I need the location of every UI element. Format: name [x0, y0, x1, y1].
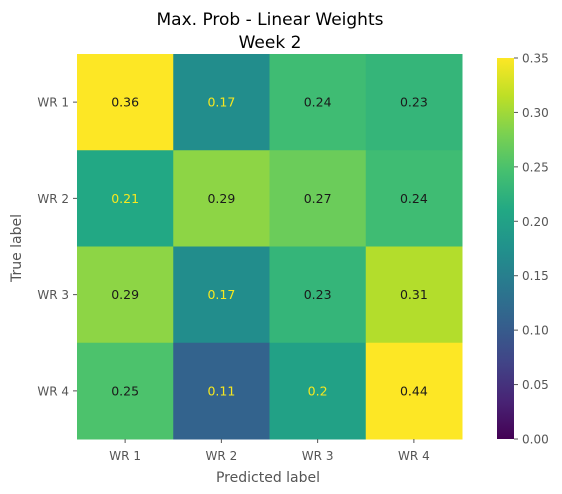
cell-value-label: 0.23 — [304, 287, 332, 302]
heatmap-cell — [365, 54, 463, 151]
cell-value-label: 0.29 — [207, 191, 235, 206]
heatmap-cell — [365, 150, 463, 247]
x-tick-label: WR 2 — [206, 449, 238, 463]
cell-value-label: 0.31 — [400, 287, 428, 302]
heatmap-cell — [173, 342, 270, 440]
x-axis-label: Predicted label — [216, 470, 320, 486]
colorbar-ticks: 0.00 0.05 0.10 0.15 0.20 0.25 0.30 0.35 — [514, 52, 549, 447]
cell-value-label: 0.44 — [400, 383, 428, 398]
x-tick-label: WR 3 — [302, 449, 334, 463]
chart-title-line-1: Max. Prob - Linear Weights — [157, 10, 384, 30]
heatmap-cell — [269, 150, 367, 247]
cell-value-label: 0.11 — [207, 383, 235, 398]
heatmap-cell — [269, 246, 367, 344]
heatmap-cell — [173, 54, 270, 151]
heatmap-cell — [77, 246, 174, 344]
cell-value-label: 0.23 — [400, 95, 428, 110]
heatmap-cell — [269, 54, 367, 151]
colorbar-tick-label: 0.25 — [522, 160, 549, 174]
y-axis-label: True label — [9, 214, 25, 283]
chart-title-line-2: Week 2 — [239, 33, 302, 53]
colorbar-tick-label: 0.30 — [522, 106, 549, 120]
x-tick-label: WR 1 — [109, 449, 141, 463]
heatmap-cell — [173, 150, 270, 247]
colorbar-tick-label: 0.35 — [522, 52, 549, 66]
x-tick-label: WR 4 — [398, 449, 430, 463]
y-tick-label: WR 4 — [37, 384, 69, 398]
heatmap-cell — [77, 54, 174, 151]
y-axis-ticks: WR 1 WR 2 WR 3 WR 4 — [37, 96, 77, 398]
cell-value-label: 0.21 — [111, 191, 139, 206]
cell-value-label: 0.27 — [304, 191, 332, 206]
cell-value-label: 0.24 — [304, 95, 332, 110]
colorbar-tick-label: 0.05 — [522, 378, 549, 392]
heatmap-cell — [173, 246, 270, 344]
heatmap-cell — [365, 246, 463, 344]
colorbar-tick-label: 0.10 — [522, 324, 549, 338]
colorbar-tick-label: 0.00 — [522, 433, 549, 447]
heatmap-cell — [365, 342, 463, 440]
cell-value-label: 0.24 — [400, 191, 428, 206]
heatmap-cell-labels: 0.36 0.17 0.24 0.23 0.21 0.29 0.27 0.24 0.29 0.17… — [111, 95, 428, 399]
cell-value-label: 0.2 — [308, 383, 328, 398]
heatmap-cells — [77, 54, 463, 440]
colorbar-tick-label: 0.20 — [522, 215, 549, 229]
colorbar-tick-label: 0.15 — [522, 269, 549, 283]
cell-value-label: 0.25 — [111, 383, 139, 398]
x-axis-ticks: WR 1 WR 2 WR 3 WR 4 — [109, 439, 430, 463]
heatmap-cell — [77, 342, 174, 440]
y-tick-label: WR 1 — [37, 96, 69, 110]
cell-value-label: 0.36 — [111, 95, 139, 110]
cell-value-label: 0.29 — [111, 287, 139, 302]
y-tick-label: WR 3 — [37, 288, 69, 302]
cell-value-label: 0.17 — [207, 95, 235, 110]
heatmap-cell — [269, 342, 367, 440]
colorbar — [497, 58, 514, 439]
cell-value-label: 0.17 — [207, 287, 235, 302]
y-tick-label: WR 2 — [37, 192, 69, 206]
heatmap-cell — [77, 150, 174, 247]
